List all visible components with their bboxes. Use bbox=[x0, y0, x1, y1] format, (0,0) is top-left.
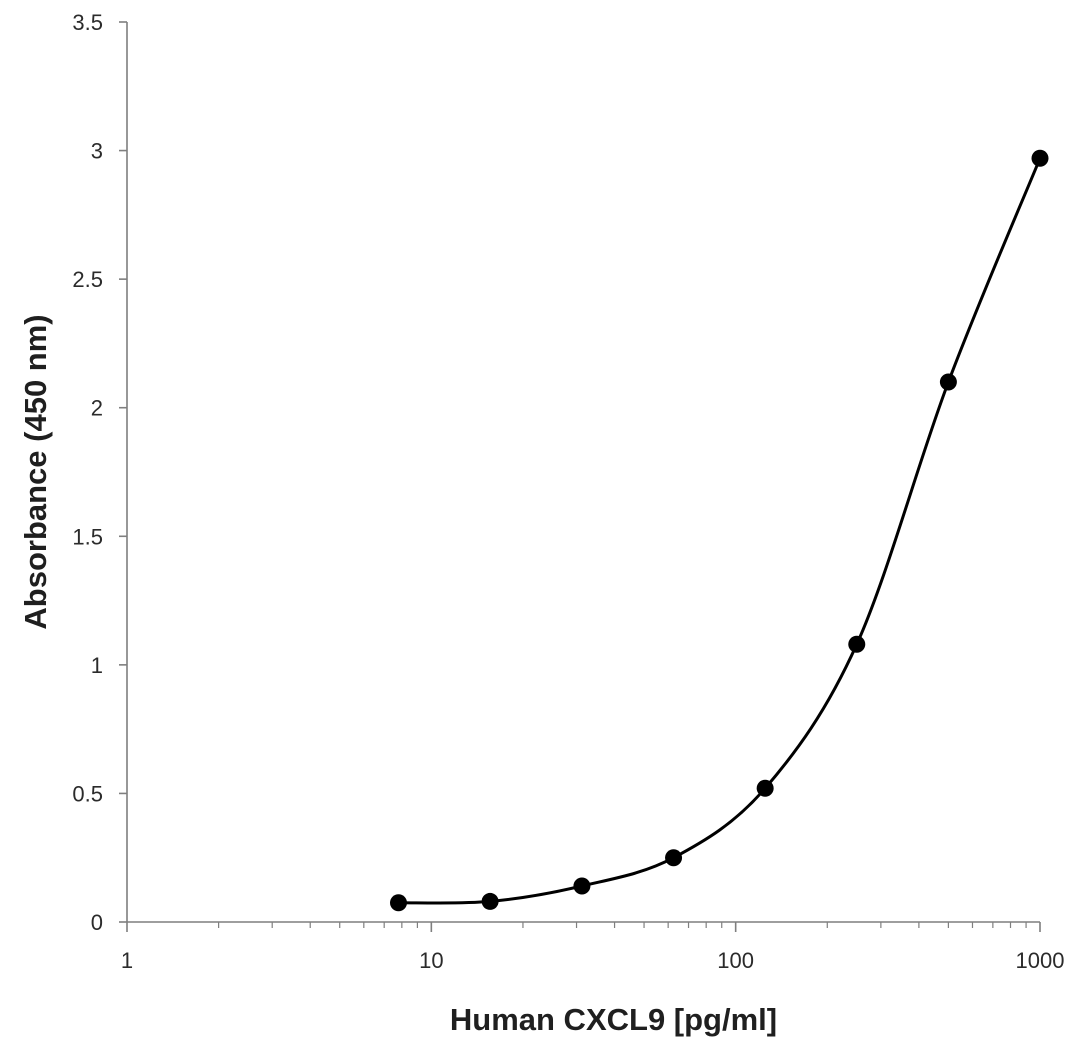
data-point bbox=[939, 373, 957, 391]
data-point bbox=[1031, 149, 1049, 167]
x-tick-label: 100 bbox=[717, 948, 754, 973]
x-tick-label: 1000 bbox=[1016, 948, 1065, 973]
y-axis-title: Absorbance (450 nm) bbox=[18, 314, 53, 629]
y-tick-label: 1.5 bbox=[72, 524, 103, 549]
data-point bbox=[481, 892, 499, 910]
y-tick-label: 0 bbox=[91, 910, 103, 935]
series-line bbox=[398, 157, 1042, 905]
data-point bbox=[389, 894, 407, 912]
y-tick-label: 3 bbox=[91, 139, 103, 164]
y-tick-label: 0.5 bbox=[72, 781, 103, 806]
data-point bbox=[665, 849, 683, 867]
data-point bbox=[573, 877, 591, 895]
x-tick-label: 1 bbox=[121, 948, 133, 973]
y-tick-label: 3.5 bbox=[72, 10, 103, 35]
x-axis-title: Human CXCL9 [pg/ml] bbox=[450, 1002, 777, 1037]
data-point bbox=[756, 779, 774, 797]
y-tick-label: 2.5 bbox=[72, 267, 103, 292]
data-point bbox=[848, 635, 866, 653]
y-tick-label: 1 bbox=[91, 653, 103, 678]
y-tick-label: 2 bbox=[91, 396, 103, 421]
x-tick-label: 10 bbox=[419, 948, 443, 973]
